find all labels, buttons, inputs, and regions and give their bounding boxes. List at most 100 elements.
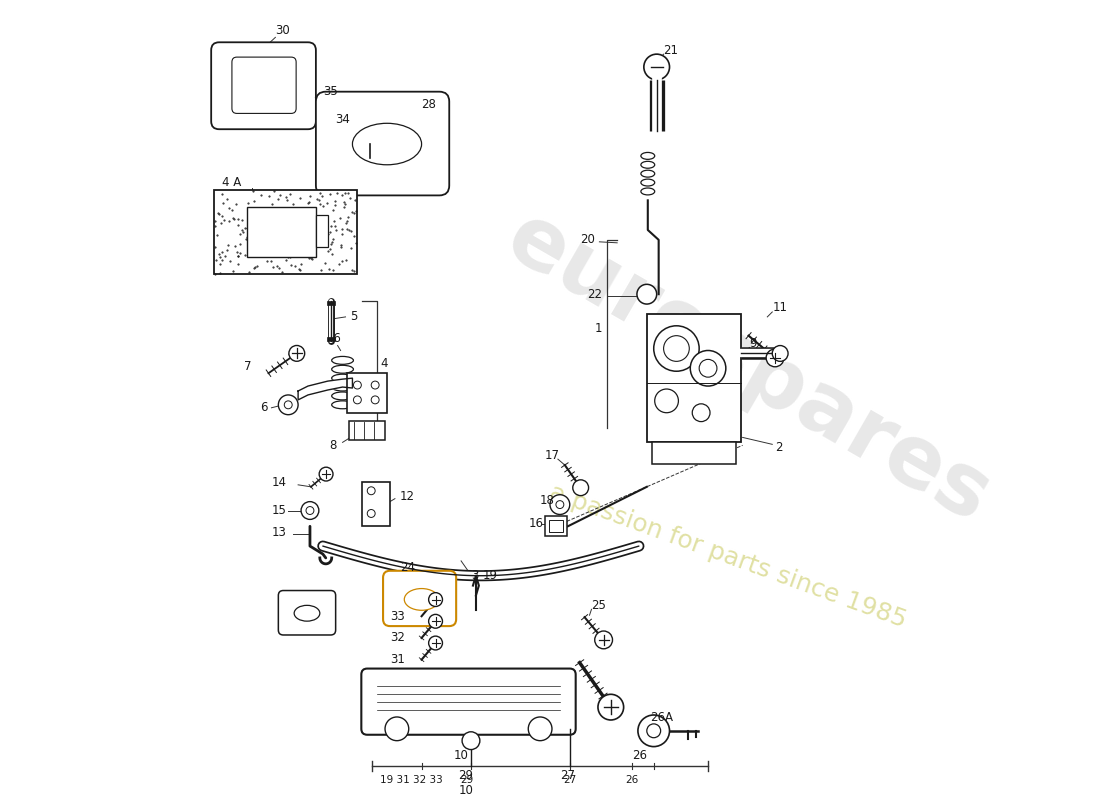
Circle shape bbox=[691, 350, 726, 386]
Circle shape bbox=[663, 336, 690, 362]
Text: 26: 26 bbox=[632, 749, 647, 762]
Bar bbox=[327, 337, 334, 341]
Text: 8: 8 bbox=[330, 439, 337, 452]
Text: 27: 27 bbox=[563, 775, 576, 785]
Ellipse shape bbox=[332, 366, 353, 374]
Ellipse shape bbox=[641, 162, 654, 168]
Bar bbox=[246, 207, 316, 257]
Text: 25: 25 bbox=[592, 599, 606, 612]
FancyBboxPatch shape bbox=[278, 590, 336, 635]
Text: 29: 29 bbox=[461, 775, 474, 785]
Circle shape bbox=[700, 359, 717, 377]
Ellipse shape bbox=[405, 589, 439, 610]
Circle shape bbox=[317, 115, 332, 131]
Text: 30: 30 bbox=[275, 24, 290, 37]
Circle shape bbox=[429, 614, 442, 628]
Text: 3: 3 bbox=[471, 570, 478, 582]
Text: 11: 11 bbox=[772, 301, 788, 314]
Circle shape bbox=[289, 346, 305, 362]
Text: 2: 2 bbox=[776, 441, 783, 454]
Text: 4 A: 4 A bbox=[222, 176, 241, 189]
Text: 19: 19 bbox=[483, 570, 498, 582]
Text: 5: 5 bbox=[351, 310, 358, 323]
Text: 15: 15 bbox=[272, 504, 286, 517]
Text: 31: 31 bbox=[389, 653, 405, 666]
Circle shape bbox=[528, 717, 552, 741]
Text: 16: 16 bbox=[528, 517, 543, 530]
Circle shape bbox=[595, 631, 613, 649]
Text: 32: 32 bbox=[389, 631, 405, 645]
Circle shape bbox=[766, 349, 784, 366]
FancyBboxPatch shape bbox=[211, 42, 316, 130]
Text: 4: 4 bbox=[381, 357, 387, 370]
Text: 26: 26 bbox=[626, 775, 639, 785]
Text: 35: 35 bbox=[322, 85, 338, 98]
Text: 24: 24 bbox=[400, 562, 415, 574]
Text: 29: 29 bbox=[459, 769, 473, 782]
Text: 10: 10 bbox=[459, 783, 473, 797]
FancyBboxPatch shape bbox=[361, 669, 575, 734]
Ellipse shape bbox=[332, 392, 353, 400]
Bar bbox=[214, 190, 358, 274]
Circle shape bbox=[429, 593, 442, 606]
Ellipse shape bbox=[641, 188, 654, 195]
Circle shape bbox=[367, 487, 375, 494]
Text: 13: 13 bbox=[272, 526, 286, 538]
Text: 26A: 26A bbox=[650, 711, 673, 725]
Bar bbox=[651, 442, 736, 464]
Circle shape bbox=[278, 395, 298, 414]
Bar bbox=[549, 520, 563, 532]
Circle shape bbox=[371, 396, 380, 404]
Bar bbox=[647, 314, 740, 442]
Text: 21: 21 bbox=[663, 44, 679, 57]
Text: 36: 36 bbox=[326, 332, 341, 345]
Circle shape bbox=[637, 284, 657, 304]
Text: 22: 22 bbox=[587, 288, 603, 301]
Circle shape bbox=[598, 694, 624, 720]
Text: 28: 28 bbox=[421, 98, 437, 111]
FancyBboxPatch shape bbox=[316, 92, 449, 195]
Text: eurospares: eurospares bbox=[491, 196, 1004, 541]
Circle shape bbox=[638, 715, 670, 746]
Circle shape bbox=[385, 717, 409, 741]
FancyBboxPatch shape bbox=[383, 570, 456, 626]
Circle shape bbox=[647, 724, 661, 738]
Circle shape bbox=[462, 732, 480, 750]
Text: 9: 9 bbox=[749, 337, 757, 350]
Text: 14: 14 bbox=[272, 476, 286, 490]
Text: 18: 18 bbox=[540, 494, 556, 507]
Text: 20: 20 bbox=[580, 234, 594, 246]
Text: 1: 1 bbox=[594, 322, 602, 335]
Bar bbox=[316, 215, 328, 246]
Bar bbox=[350, 421, 385, 440]
Ellipse shape bbox=[294, 606, 320, 621]
Text: 33: 33 bbox=[390, 610, 405, 622]
Text: 10: 10 bbox=[453, 749, 469, 762]
Ellipse shape bbox=[332, 401, 353, 409]
Bar bbox=[546, 517, 566, 536]
Ellipse shape bbox=[332, 383, 353, 391]
Circle shape bbox=[353, 381, 361, 389]
Circle shape bbox=[361, 135, 379, 153]
Circle shape bbox=[353, 396, 361, 404]
Text: a passion for parts since 1985: a passion for parts since 1985 bbox=[546, 480, 910, 632]
Circle shape bbox=[321, 120, 328, 126]
Ellipse shape bbox=[332, 374, 353, 382]
FancyBboxPatch shape bbox=[232, 57, 296, 114]
Bar bbox=[348, 374, 387, 413]
Ellipse shape bbox=[332, 357, 353, 364]
Polygon shape bbox=[298, 378, 352, 400]
Circle shape bbox=[429, 636, 442, 650]
Ellipse shape bbox=[352, 123, 421, 165]
Circle shape bbox=[319, 467, 333, 481]
Bar bbox=[327, 301, 334, 305]
Text: 17: 17 bbox=[546, 449, 560, 462]
Circle shape bbox=[654, 389, 679, 413]
Text: 12: 12 bbox=[400, 490, 415, 503]
Circle shape bbox=[556, 501, 564, 509]
Circle shape bbox=[644, 54, 670, 80]
Circle shape bbox=[306, 506, 313, 514]
Bar bbox=[362, 482, 390, 526]
Circle shape bbox=[371, 381, 380, 389]
Circle shape bbox=[692, 404, 710, 422]
